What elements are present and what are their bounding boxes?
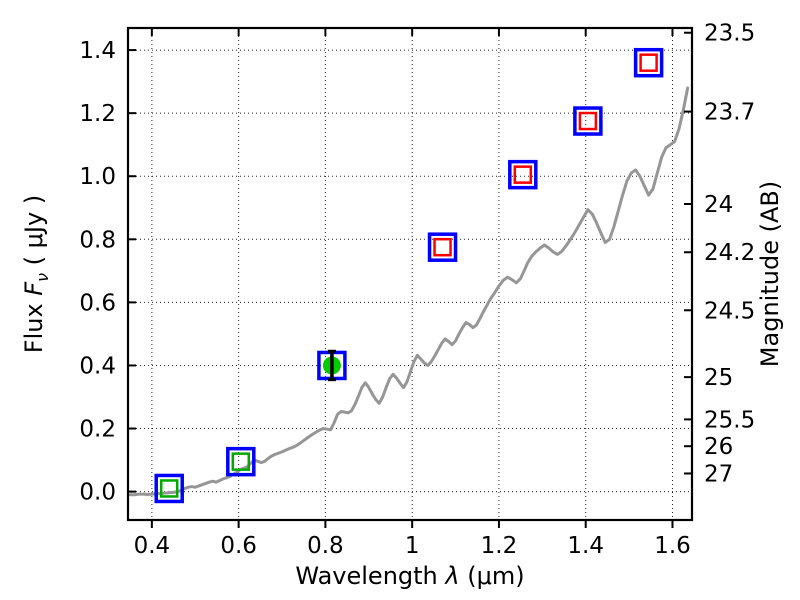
xtick-label: 0.4 — [134, 533, 171, 559]
photometry-point[interactable] — [508, 159, 538, 190]
ytick-label-right: 24.5 — [704, 298, 755, 324]
ytick-label-right: 26 — [704, 434, 733, 460]
spectrum-curve — [128, 86, 690, 497]
ytick-label-right: 25.5 — [704, 407, 755, 433]
plot-frame — [126, 26, 694, 522]
spectrum-line — [128, 86, 690, 497]
grid-lines — [128, 28, 692, 520]
photometry-point[interactable] — [226, 446, 256, 477]
photometry-point[interactable] — [573, 106, 603, 136]
marker-inner-square — [231, 452, 251, 471]
axis-ticks — [128, 28, 692, 528]
photometry-point[interactable] — [427, 232, 458, 262]
xtick-label: 0.8 — [307, 533, 344, 559]
marker-inner-square — [433, 237, 452, 257]
ytick-label: 0.0 — [79, 480, 116, 506]
yaxis-title-units: ( μJy ) — [20, 195, 48, 273]
xtick-label: 1.4 — [567, 533, 604, 559]
yaxis-title-F: F — [20, 281, 48, 296]
marker-outer-square — [573, 106, 603, 136]
ytick-label: 1.2 — [79, 101, 116, 127]
axes-frame — [126, 26, 694, 522]
axis-tick-labels: 0.4 0.6 0.8 1 1.2 1.4 1.6 0.0 0.2 0.4 0.6 0.8 1.0 1.2… — [79, 21, 755, 559]
xaxis-title-lambda: λ — [443, 562, 459, 590]
observed-photometry-points — [154, 47, 664, 504]
marker-inner-square — [159, 479, 179, 498]
marker-outer-square — [508, 159, 538, 190]
yaxis-title-flux: Flux — [20, 296, 48, 354]
ytick-label: 0.2 — [79, 417, 116, 443]
yaxis-title-nu-subscript: ν — [33, 273, 52, 282]
marker-inner-square — [639, 53, 658, 72]
xtick-label: 1.6 — [654, 533, 691, 559]
ytick-label-right: 24 — [704, 192, 733, 218]
ytick-label-right: 23.7 — [704, 100, 755, 126]
yaxis-title-right: Magnitude (AB) — [756, 181, 784, 367]
yaxis-title-left: Flux Fν ( μJy ) — [20, 195, 52, 353]
photometry-point[interactable] — [317, 349, 347, 382]
ytick-label-right: 25 — [704, 365, 733, 391]
marker-outer-square — [226, 446, 256, 477]
marker-outer-square — [154, 473, 184, 504]
ytick-label-right: 27 — [704, 461, 733, 487]
ytick-label-right: 24.2 — [704, 240, 755, 266]
ytick-label: 1.0 — [79, 164, 116, 190]
ytick-label: 1.4 — [79, 38, 116, 64]
ytick-label: 0.4 — [79, 353, 116, 379]
marker-inner-square — [513, 165, 533, 184]
ytick-label: 0.8 — [79, 227, 116, 253]
xtick-label: 1 — [405, 533, 420, 559]
xtick-label: 0.6 — [220, 533, 257, 559]
marker-inner-square — [578, 111, 598, 131]
xaxis-title-units: (μm) — [460, 562, 525, 590]
photometry-point[interactable] — [633, 47, 664, 78]
xaxis-title: Wavelength λ (μm) — [295, 562, 524, 590]
ytick-label-right: 23.5 — [704, 21, 755, 47]
marker-outer-square — [633, 47, 664, 78]
xaxis-title-word: Wavelength — [295, 562, 445, 590]
marker-outer-square — [427, 232, 458, 262]
axis-titles: Wavelength λ (μm) Flux Fν ( μJy ) Magnitud… — [20, 181, 784, 590]
xtick-label: 1.2 — [481, 533, 518, 559]
photometry-point[interactable] — [154, 473, 184, 504]
ytick-label: 0.6 — [79, 290, 116, 316]
